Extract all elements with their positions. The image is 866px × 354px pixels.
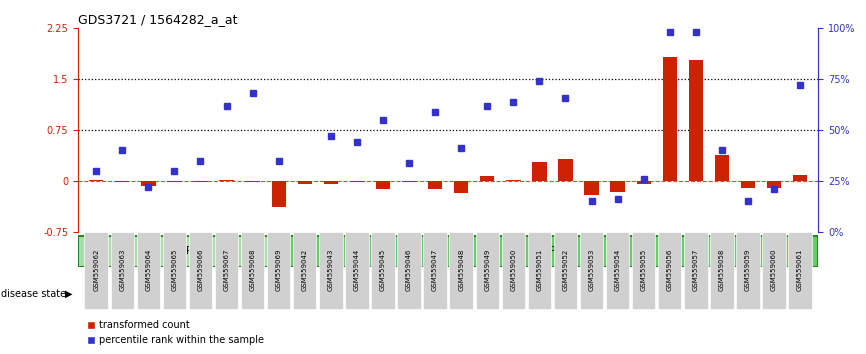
Bar	[428, 181, 443, 189]
FancyBboxPatch shape	[475, 232, 499, 309]
FancyBboxPatch shape	[553, 232, 578, 309]
Bar	[115, 181, 129, 182]
Bar	[506, 179, 520, 181]
Text: GSM559053: GSM559053	[589, 249, 595, 291]
Text: GSM559051: GSM559051	[536, 249, 542, 291]
Text: GSM559043: GSM559043	[328, 249, 333, 291]
Text: GSM559059: GSM559059	[745, 249, 751, 291]
FancyBboxPatch shape	[606, 232, 630, 309]
Text: GDS3721 / 1564282_a_at: GDS3721 / 1564282_a_at	[78, 13, 237, 26]
Text: disease state: disease state	[1, 289, 66, 299]
Text: GSM559068: GSM559068	[249, 249, 255, 291]
Bar	[793, 175, 807, 181]
Bar	[585, 181, 598, 195]
FancyBboxPatch shape	[501, 232, 525, 309]
Bar	[637, 181, 651, 184]
FancyBboxPatch shape	[267, 232, 290, 309]
Text: GSM559049: GSM559049	[484, 249, 490, 291]
Text: GSM559047: GSM559047	[432, 249, 438, 291]
FancyBboxPatch shape	[189, 232, 212, 309]
Text: GSM559066: GSM559066	[197, 249, 204, 291]
Bar	[272, 181, 286, 207]
Text: GSM559045: GSM559045	[380, 249, 386, 291]
Bar	[559, 159, 572, 181]
Legend: transformed count, percentile rank within the sample: transformed count, percentile rank withi…	[83, 316, 268, 349]
Bar	[141, 181, 156, 186]
Text: GSM559063: GSM559063	[120, 249, 126, 291]
Bar	[740, 181, 755, 188]
Text: GSM559054: GSM559054	[615, 249, 621, 291]
Bar	[376, 181, 391, 189]
FancyBboxPatch shape	[710, 232, 734, 309]
Text: GSM559057: GSM559057	[693, 249, 699, 291]
Bar	[350, 181, 364, 182]
Text: GSM559042: GSM559042	[301, 249, 307, 291]
Text: GSM559060: GSM559060	[771, 249, 777, 291]
FancyBboxPatch shape	[78, 236, 286, 267]
Bar	[688, 60, 703, 181]
Text: GSM559056: GSM559056	[667, 249, 673, 291]
Text: GSM559065: GSM559065	[171, 249, 178, 291]
FancyBboxPatch shape	[632, 232, 656, 309]
Text: GSM559058: GSM559058	[719, 249, 725, 291]
Text: GSM559048: GSM559048	[458, 249, 464, 291]
FancyBboxPatch shape	[527, 232, 551, 309]
FancyBboxPatch shape	[788, 232, 811, 309]
Text: pCR: pCR	[171, 246, 193, 256]
FancyBboxPatch shape	[293, 232, 316, 309]
FancyBboxPatch shape	[658, 232, 682, 309]
Bar	[167, 181, 182, 182]
Bar	[611, 181, 624, 192]
Text: GSM559064: GSM559064	[145, 249, 152, 291]
Text: ▶: ▶	[65, 289, 73, 299]
FancyBboxPatch shape	[215, 232, 238, 309]
Bar	[245, 181, 260, 182]
FancyBboxPatch shape	[137, 232, 160, 309]
FancyBboxPatch shape	[346, 232, 369, 309]
FancyBboxPatch shape	[423, 232, 447, 309]
FancyBboxPatch shape	[287, 236, 818, 267]
FancyBboxPatch shape	[449, 232, 473, 309]
FancyBboxPatch shape	[762, 232, 785, 309]
Bar	[219, 179, 234, 181]
Bar	[89, 179, 103, 181]
Text: GSM559044: GSM559044	[354, 249, 360, 291]
FancyBboxPatch shape	[397, 232, 421, 309]
Text: GSM559069: GSM559069	[275, 249, 281, 291]
Bar	[454, 181, 469, 193]
Bar	[402, 181, 417, 182]
FancyBboxPatch shape	[736, 232, 759, 309]
FancyBboxPatch shape	[85, 232, 108, 309]
Text: GSM559052: GSM559052	[563, 249, 568, 291]
FancyBboxPatch shape	[684, 232, 708, 309]
FancyBboxPatch shape	[163, 232, 186, 309]
Text: GSM559055: GSM559055	[641, 249, 647, 291]
FancyBboxPatch shape	[372, 232, 395, 309]
Bar	[767, 181, 781, 188]
FancyBboxPatch shape	[319, 232, 343, 309]
Bar	[714, 155, 729, 181]
Text: pPR: pPR	[542, 246, 563, 256]
Bar	[662, 57, 677, 181]
FancyBboxPatch shape	[580, 232, 604, 309]
Text: GSM559061: GSM559061	[797, 249, 803, 291]
Bar	[480, 176, 494, 181]
FancyBboxPatch shape	[111, 232, 134, 309]
Bar	[324, 181, 338, 184]
Bar	[298, 181, 312, 184]
Bar	[193, 181, 208, 182]
Text: GSM559067: GSM559067	[223, 249, 229, 291]
FancyBboxPatch shape	[241, 232, 264, 309]
Bar	[533, 162, 546, 181]
Text: GSM559062: GSM559062	[94, 249, 100, 291]
Text: GSM559046: GSM559046	[406, 249, 412, 291]
Text: GSM559050: GSM559050	[510, 249, 516, 291]
